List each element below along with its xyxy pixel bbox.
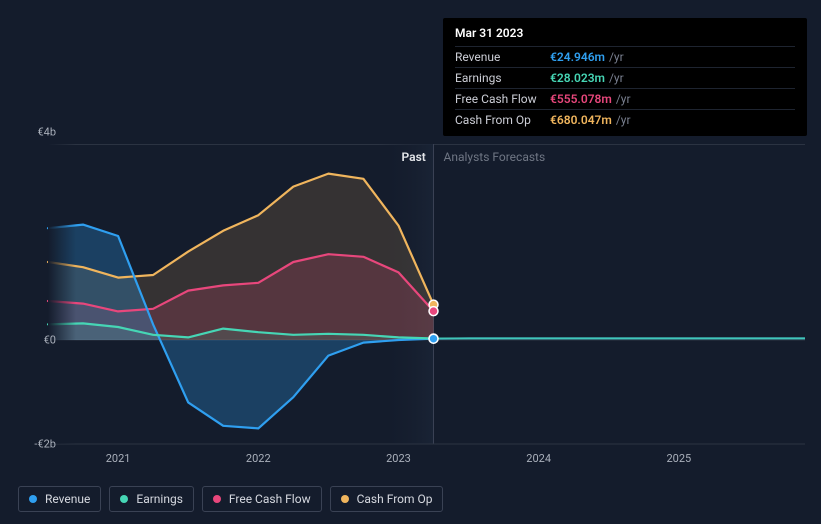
legend-dot (213, 495, 221, 503)
legend-dot (29, 495, 37, 503)
x-axis-tick: 2023 (386, 452, 411, 465)
y-axis-tick: €4b (37, 126, 56, 139)
legend-item-cfo[interactable]: Cash From Op (330, 486, 444, 512)
legend-item-revenue[interactable]: Revenue (18, 486, 101, 512)
x-axis-tick: 2022 (246, 452, 271, 465)
legend-label: Free Cash Flow (229, 492, 311, 506)
y-axis-tick: -€2b (34, 438, 56, 451)
legend-dot (120, 495, 128, 503)
forecast-label: Analysts Forecasts (444, 150, 546, 164)
legend-item-fcf[interactable]: Free Cash Flow (202, 486, 322, 512)
chart-legend: Revenue Earnings Free Cash Flow Cash Fro… (18, 486, 443, 512)
past-label: Past (402, 150, 426, 164)
x-axis-tick: 2024 (526, 452, 551, 465)
legend-label: Earnings (136, 492, 183, 506)
legend-item-earnings[interactable]: Earnings (109, 486, 194, 512)
legend-dot (341, 495, 349, 503)
x-axis-tick: 2021 (106, 452, 131, 465)
legend-label: Revenue (45, 492, 90, 506)
legend-label: Cash From Op (357, 492, 433, 506)
y-axis-tick: €0 (44, 334, 56, 347)
financial-chart (0, 0, 821, 480)
x-axis-tick: 2025 (666, 452, 691, 465)
